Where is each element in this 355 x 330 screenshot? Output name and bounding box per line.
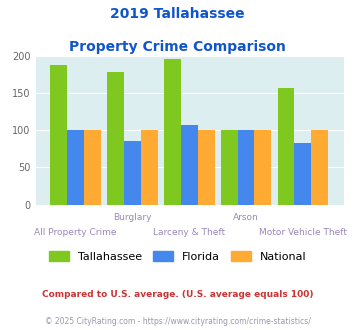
Text: Motor Vehicle Theft: Motor Vehicle Theft	[259, 228, 347, 237]
Text: Arson: Arson	[233, 213, 259, 222]
Text: Compared to U.S. average. (U.S. average equals 100): Compared to U.S. average. (U.S. average …	[42, 290, 313, 299]
Bar	[107, 72, 124, 205]
Bar	[221, 130, 237, 205]
Bar	[141, 130, 158, 205]
Bar	[181, 125, 198, 205]
Bar	[50, 65, 67, 205]
Text: Property Crime Comparison: Property Crime Comparison	[69, 40, 286, 53]
Bar	[164, 59, 181, 205]
Text: 2019 Tallahassee: 2019 Tallahassee	[110, 7, 245, 20]
Bar	[278, 88, 294, 205]
Bar	[255, 130, 271, 205]
Bar	[294, 143, 311, 205]
Bar	[198, 130, 214, 205]
Bar	[84, 130, 101, 205]
Text: Larceny & Theft: Larceny & Theft	[153, 228, 225, 237]
Bar	[311, 130, 328, 205]
Text: Burglary: Burglary	[113, 213, 152, 222]
Bar	[237, 130, 255, 205]
Text: All Property Crime: All Property Crime	[34, 228, 117, 237]
Bar	[124, 141, 141, 205]
Text: © 2025 CityRating.com - https://www.cityrating.com/crime-statistics/: © 2025 CityRating.com - https://www.city…	[45, 317, 310, 326]
Bar	[67, 130, 84, 205]
Legend: Tallahassee, Florida, National: Tallahassee, Florida, National	[44, 247, 311, 266]
